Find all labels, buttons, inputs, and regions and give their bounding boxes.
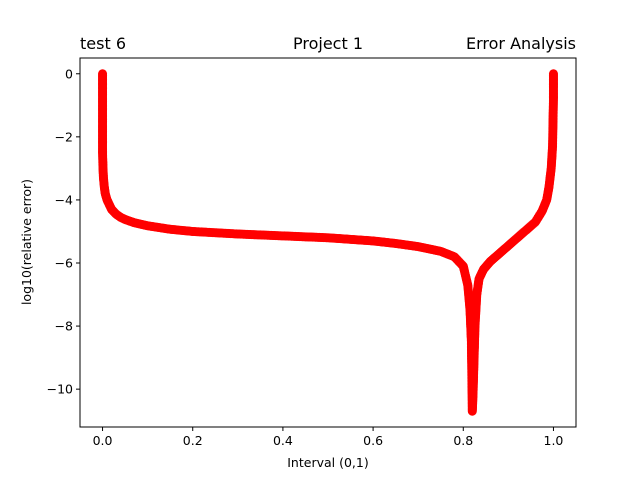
x-tick-label: 1.0 xyxy=(544,433,564,448)
x-tick-label: 0.6 xyxy=(363,433,383,448)
data-point xyxy=(548,70,558,80)
x-tick-label: 0.8 xyxy=(453,433,473,448)
x-axis: 0.0 0.2 0.4 0.6 0.8 1.0 xyxy=(93,427,564,448)
plot-frame xyxy=(79,57,577,428)
y-tick-label: 0 xyxy=(65,66,73,81)
chart-title-right: Error Analysis xyxy=(466,34,576,53)
y-axis-label: log10(relative error) xyxy=(19,179,34,305)
chart-title-center: Project 1 xyxy=(293,34,363,53)
y-tick-label: −10 xyxy=(47,382,73,397)
x-axis-label: Interval (0,1) xyxy=(287,455,368,470)
x-tick-label: 0.2 xyxy=(183,433,203,448)
x-tick-label: 0.0 xyxy=(93,433,113,448)
y-tick-label: −4 xyxy=(55,192,73,207)
y-tick-label: −6 xyxy=(55,256,73,271)
data-points xyxy=(98,69,558,416)
y-axis: 0 −2 −4 −6 −8 −10 xyxy=(47,66,80,397)
x-tick-label: 0.4 xyxy=(273,433,293,448)
y-tick-label: −2 xyxy=(55,129,73,144)
y-tick-label: −8 xyxy=(55,319,73,334)
chart-title-left: test 6 xyxy=(80,34,126,53)
